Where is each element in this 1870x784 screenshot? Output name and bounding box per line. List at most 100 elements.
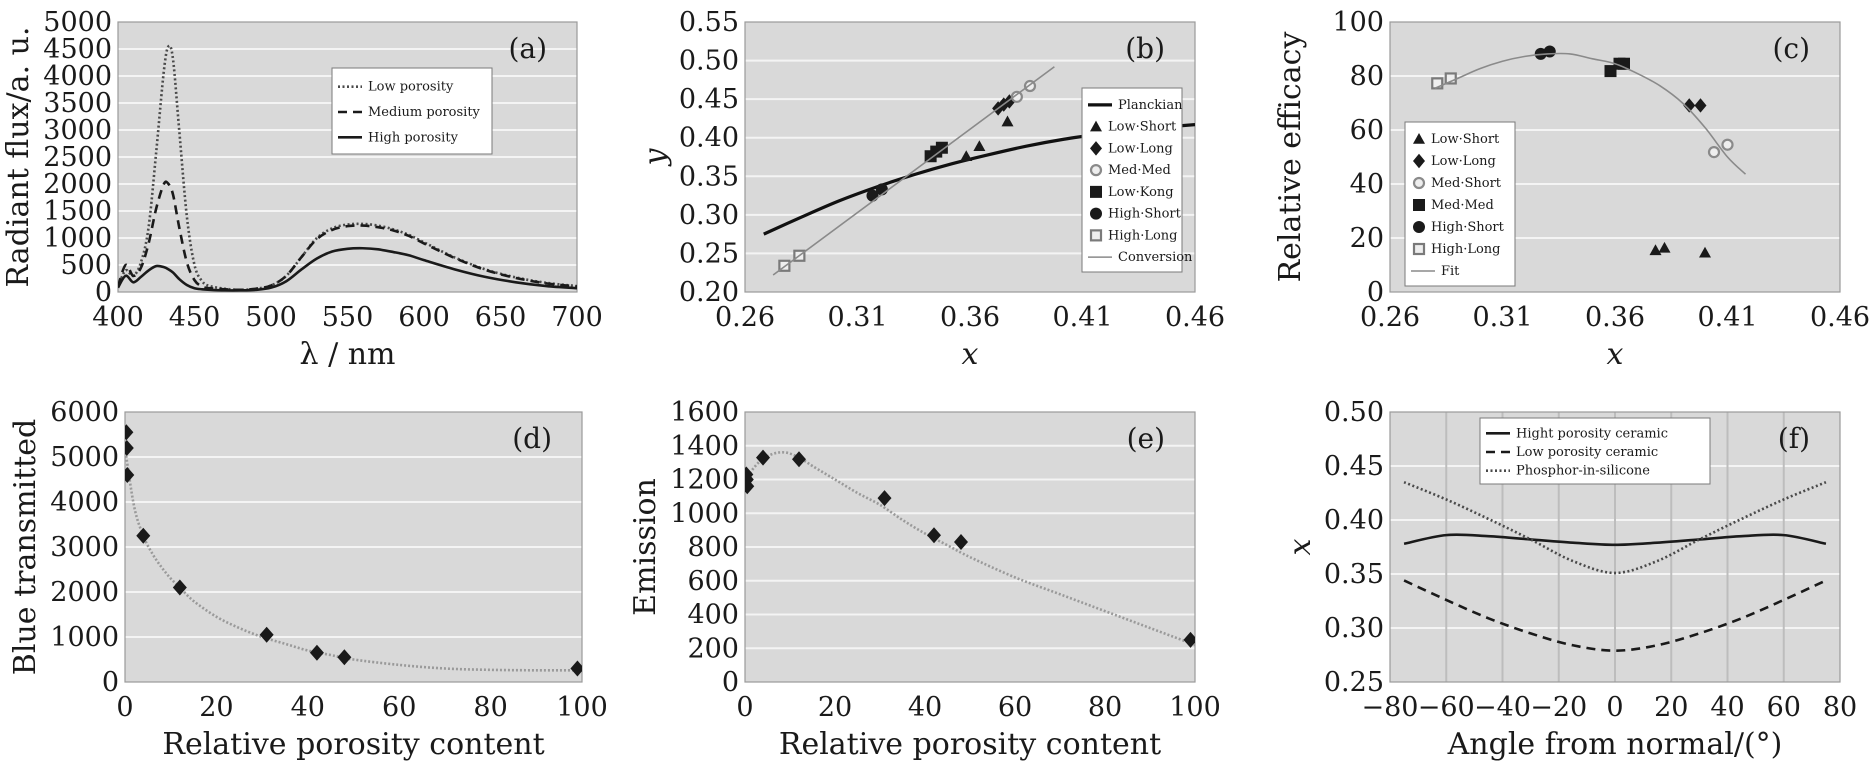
plot-layer [125,424,582,677]
y-tick-label: 0.45 [679,84,739,115]
y-tick-label: 3500 [43,88,112,119]
y-tick-label: 4500 [43,34,112,65]
plot-layer [745,449,1195,648]
y-axis-label: Relative efficacy [1273,32,1308,283]
y-axis-label: Radiant flux/a. u. [1,27,36,288]
data-point-5-0 [1431,77,1444,90]
y-tick-label: 0.40 [1324,505,1384,536]
data-point-0 [125,424,134,441]
x-tick-label: 100 [1169,692,1221,723]
x-tick-label: 0.31 [1472,302,1532,333]
x-axis-label: λ / nm [300,337,396,372]
legend-box [1479,417,1711,485]
legend-label-0: Planckian [1118,98,1183,113]
data-point-4-1 [1543,45,1556,58]
x-axis-label: Angle from normal/(°) [1447,727,1783,762]
panel-label: (a) [508,32,547,65]
y-tick-label: 600 [687,566,739,597]
chart-panel-c: 0 20 40 60 80 100 0.26 0.31 0.36 0.41 0.46 x Relativ… [1273,7,1870,372]
y-tick-label: 1000 [43,223,112,254]
data-point-6 [927,527,941,544]
legend-label-2: Med·Short [1431,176,1502,191]
panel-label: (f) [1778,422,1810,455]
x-tick-label: 650 [475,302,527,333]
trend-line [745,450,1195,647]
x-tick-label: 450 [169,302,221,333]
plot-frame-e [744,411,1196,683]
y-tick-label: 100 [1332,7,1384,38]
y-tick-label: 1400 [670,431,739,462]
x-tick-label: 20 [1654,692,1688,723]
data-point-5 [259,626,274,643]
data-point-3 [756,449,770,466]
y-axis-label: Emission [628,478,663,616]
legend-label-5: High·Short [1108,207,1182,222]
y-tick-label: 0.45 [1324,451,1384,482]
y-tick-label: 200 [687,633,739,664]
legend-marker-4 [1090,185,1102,198]
y-tick-label: 0.25 [679,238,739,269]
legend-label-1: Low porosity ceramic [1516,445,1658,460]
legend-marker-5 [1090,207,1102,220]
data-point-2-0 [1707,145,1721,159]
y-tick-label: 0.25 [1324,667,1384,698]
panel-label: (d) [512,422,552,455]
data-point-8 [570,660,582,677]
y-tick-label: 0.35 [1324,559,1384,590]
y-tick-label: 0.40 [679,123,739,154]
series-line-7 [772,66,1055,276]
legend-label-1: Low·Long [1431,154,1496,169]
panel-label: (b) [1125,32,1165,65]
x-tick-label: 500 [245,302,297,333]
data-point-6 [309,644,324,661]
y-tick-label: 2000 [43,169,112,200]
legend-label-0: Low porosity [368,80,454,95]
legend-marker-3 [1413,199,1425,211]
x-tick-label: 60 [382,692,416,723]
x-tick-label: 80 [473,692,507,723]
legend-marker-1 [1413,153,1425,169]
series-line-0 [1403,533,1827,547]
y-tick-label: 0.30 [679,200,739,231]
y-tick-label: 500 [60,250,112,281]
y-tick-label: 80 [1350,61,1384,92]
data-point-1-1 [973,140,986,151]
legend-box [1081,87,1183,273]
data-point-0-1 [1658,241,1671,253]
x-tick-label: 40 [291,692,325,723]
plot-frame-c [1389,21,1841,293]
y-tick-label: 1200 [670,465,739,496]
data-point-7 [954,533,968,550]
x-tick-label: 20 [818,692,852,723]
data-point-2 [125,467,135,483]
y-tick-label: 400 [687,600,739,631]
y-tick-label: 3000 [43,115,112,146]
series-line-2 [1403,480,1827,575]
chart-panel-d: 0 1000 2000 3000 4000 5000 6000 0 20 40 60 80 100 Rel… [8,397,608,762]
y-tick-label: 2500 [43,142,112,173]
legend-marker-2 [1090,141,1102,156]
data-point-1-2 [1001,115,1014,127]
x-axis-label: Relative porosity content [162,727,544,762]
trend-line [125,447,582,672]
panel-label: (c) [1772,32,1810,65]
y-tick-label: 40 [1350,169,1384,200]
x-tick-label: 80 [1088,692,1122,723]
x-tick-label: 0 [1606,692,1623,723]
x-tick-label: 0.46 [1165,302,1225,333]
x-tick-label: 0.26 [1360,302,1420,333]
legend-label-6: High·Long [1108,228,1177,243]
data-point-4 [792,451,806,468]
legend-marker-6 [1089,229,1103,242]
x-tick-label: 0.41 [1052,302,1112,333]
y-axis-label: x [1283,538,1318,555]
x-tick-label: 0.31 [827,302,887,333]
x-tick-label: 60 [998,692,1032,723]
legend-label-4: Low·Kong [1108,185,1174,200]
plot-frame-a [117,21,578,293]
series-line-2 [118,246,577,292]
y-tick-label: 2000 [50,577,119,608]
legend-marker-5 [1412,242,1426,256]
data-point-1-0 [1683,98,1696,113]
legend-marker-3 [1089,164,1103,177]
